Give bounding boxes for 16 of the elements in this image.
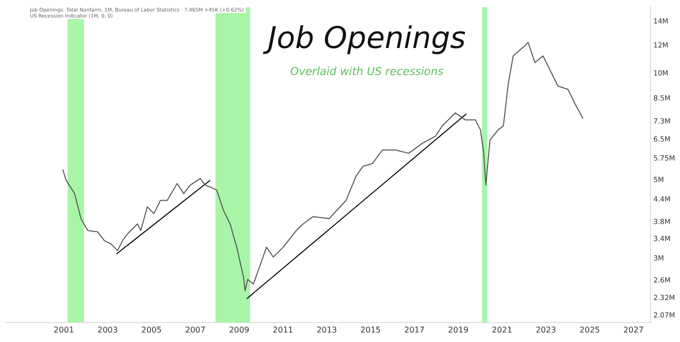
- x-tick-label: 2007: [185, 325, 206, 334]
- text: Overlaid with US recessions: [290, 64, 444, 78]
- x-tick-label: 2017: [404, 325, 425, 334]
- x-tick-label: 2001: [54, 325, 74, 334]
- x-tick-label: 2011: [272, 325, 294, 334]
- x-tick-label: 2013: [316, 325, 337, 334]
- x-tick-label: 2025: [580, 325, 600, 334]
- x-tick-label: 2009: [228, 325, 250, 334]
- x-tick-label: 2015: [360, 325, 381, 334]
- x-tick-label: 2027: [623, 325, 644, 334]
- x-tick-label: 2023: [536, 325, 556, 334]
- x-tick-label: 2021: [492, 325, 512, 334]
- x-tick-label: 2019: [448, 325, 468, 334]
- x-tick-label: 2003: [97, 325, 118, 334]
- x-tick-label: 2005: [141, 325, 162, 334]
- text: Job Openings: [262, 20, 466, 56]
